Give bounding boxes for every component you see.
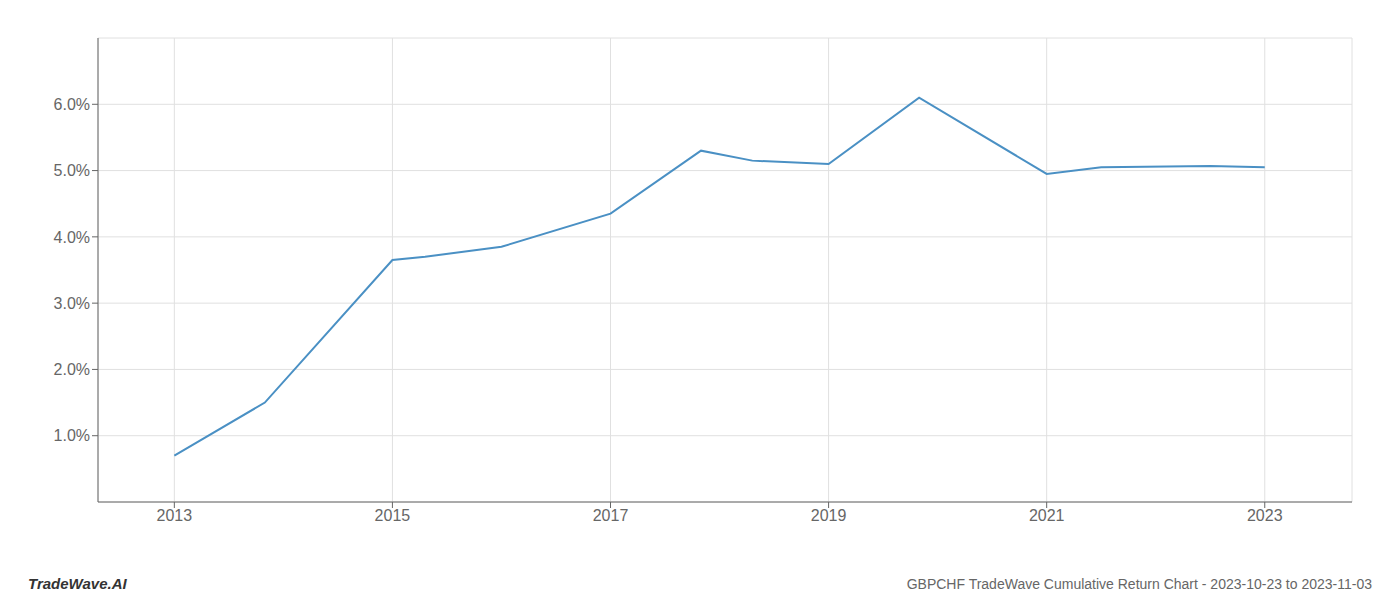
svg-text:3.0%: 3.0% (54, 295, 90, 312)
html-text:TradeWave.AI: TradeWave.AI (28, 575, 127, 592)
svg-text:2023: 2023 (1247, 507, 1283, 524)
svg-text:2015: 2015 (375, 507, 411, 524)
svg-text:4.0%: 4.0% (54, 229, 90, 246)
svg-text:2021: 2021 (1029, 507, 1065, 524)
svg-text:5.0%: 5.0% (54, 162, 90, 179)
svg-text:2017: 2017 (593, 507, 629, 524)
svg-text:2019: 2019 (811, 507, 847, 524)
svg-text:2.0%: 2.0% (54, 361, 90, 378)
svg-text:1.0%: 1.0% (54, 427, 90, 444)
svg-text:6.0%: 6.0% (54, 96, 90, 113)
svg-text:2013: 2013 (157, 507, 193, 524)
html-text:GBPCHF TradeWave Cumulative Re: GBPCHF TradeWave Cumulative Return Chart… (906, 576, 1372, 592)
